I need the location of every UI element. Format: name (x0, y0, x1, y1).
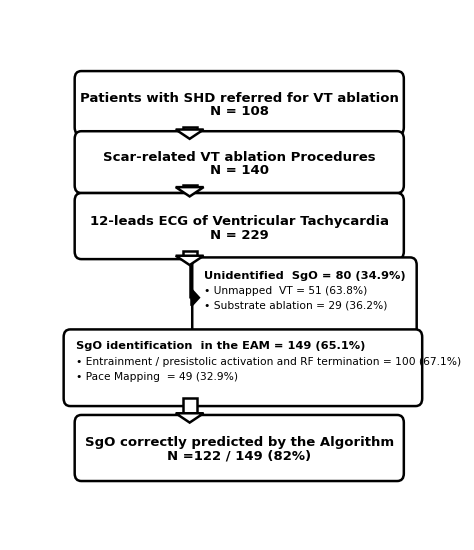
Polygon shape (182, 398, 197, 413)
Text: • Pace Mapping  = 49 (32.9%): • Pace Mapping = 49 (32.9%) (76, 372, 238, 382)
Polygon shape (176, 256, 204, 265)
Text: Unidentified  SgO = 80 (34.9%): Unidentified SgO = 80 (34.9%) (204, 271, 406, 281)
FancyBboxPatch shape (75, 71, 404, 135)
FancyBboxPatch shape (75, 193, 404, 259)
Text: SgO identification  in the EAM = 149 (65.1%): SgO identification in the EAM = 149 (65.… (76, 340, 365, 350)
FancyBboxPatch shape (64, 329, 422, 406)
Polygon shape (176, 130, 204, 139)
Text: N = 108: N = 108 (210, 105, 269, 118)
Text: • Entrainment / presistolic activation and RF termination = 100 (67.1%): • Entrainment / presistolic activation a… (76, 356, 461, 367)
Text: N = 229: N = 229 (210, 229, 269, 242)
Text: 12-leads ECG of Ventricular Tachycardia: 12-leads ECG of Ventricular Tachycardia (90, 214, 389, 228)
Text: N =122 / 149 (82%): N =122 / 149 (82%) (167, 450, 311, 463)
Polygon shape (176, 413, 204, 422)
Polygon shape (191, 290, 199, 306)
Text: Scar-related VT ablation Procedures: Scar-related VT ablation Procedures (103, 151, 375, 163)
Polygon shape (182, 128, 197, 130)
Polygon shape (182, 251, 197, 256)
Text: SgO correctly predicted by the Algorithm: SgO correctly predicted by the Algorithm (85, 436, 394, 449)
FancyBboxPatch shape (75, 131, 404, 193)
Polygon shape (182, 185, 197, 187)
FancyBboxPatch shape (75, 415, 404, 481)
Text: • Substrate ablation = 29 (36.2%): • Substrate ablation = 29 (36.2%) (204, 301, 388, 311)
Text: • Unmapped  VT = 51 (63.8%): • Unmapped VT = 51 (63.8%) (204, 287, 368, 296)
Text: N = 140: N = 140 (210, 164, 269, 177)
Text: Patients with SHD referred for VT ablation: Patients with SHD referred for VT ablati… (80, 92, 399, 104)
Polygon shape (176, 187, 204, 196)
FancyBboxPatch shape (192, 257, 417, 338)
